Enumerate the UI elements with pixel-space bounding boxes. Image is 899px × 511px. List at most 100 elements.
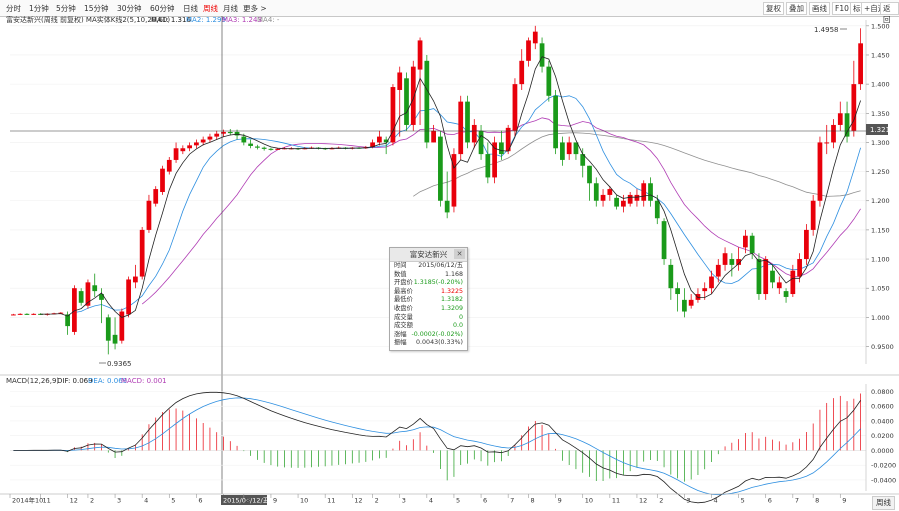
price-axis: 0.9500 1.000 1.050 1.100 1.150 1.200 1.250 1.30… xyxy=(865,20,894,364)
x-tick-label: 9 xyxy=(842,497,846,505)
candle-body xyxy=(600,194,606,201)
macd-lines xyxy=(13,391,861,504)
candle-body xyxy=(722,253,728,265)
candle-body xyxy=(573,142,579,155)
candle-body xyxy=(756,259,762,295)
candle-body xyxy=(139,229,145,277)
candle-body xyxy=(410,66,416,125)
x-tick-label: 6 xyxy=(198,497,202,505)
close-icon[interactable]: ✕ xyxy=(454,249,465,259)
candle-body xyxy=(99,294,104,300)
candle-body xyxy=(126,279,131,315)
candle-body xyxy=(587,165,592,184)
candle-body xyxy=(729,259,735,265)
candle-body xyxy=(715,264,721,277)
tab-15min[interactable]: 15分钟 xyxy=(84,4,109,13)
x-tick-label: 11 xyxy=(612,497,620,505)
candle-body xyxy=(119,311,125,341)
tooltip-key: 数值 xyxy=(394,270,407,278)
tooltip-value: 1.168 xyxy=(444,270,463,278)
crosshair-date-box xyxy=(221,495,267,505)
tooltip-value: 0.0 xyxy=(452,322,463,330)
tab-daily[interactable]: 日线 xyxy=(183,4,198,13)
price-tick-label: 1.250 xyxy=(871,168,890,176)
stock-chart[interactable]: 富安达新兴(周线 前复权) MA实体K线2(5,10,20,60) MA1: 1… xyxy=(0,16,899,511)
candle-body xyxy=(72,288,77,332)
x-tick-label: 4 xyxy=(144,497,148,505)
x-tick-label: 6 xyxy=(768,497,772,505)
candle-body xyxy=(404,78,409,125)
tab-more[interactable]: 更多 > xyxy=(243,4,267,13)
candle-body xyxy=(539,43,545,67)
macd-bars xyxy=(19,393,861,482)
price-tick-label: 1.000 xyxy=(871,314,890,322)
candles xyxy=(11,25,863,355)
tooltip-row: 成交量 0 xyxy=(390,314,467,323)
tab-60min[interactable]: 60分钟 xyxy=(150,4,175,13)
tab-monthly[interactable]: 月线 xyxy=(223,4,238,13)
candle-body xyxy=(654,200,660,219)
macd-legend: MACD(12,26,9) xyxy=(6,377,59,385)
candle-body xyxy=(471,124,477,143)
main-legend: 富安达新兴(周线 前复权) MA实体K线2(5,10,20,60) xyxy=(6,16,170,24)
candle-body xyxy=(200,139,206,143)
x-tick-label: 12 xyxy=(639,497,647,505)
candle-body xyxy=(424,60,430,143)
tooltip-key: 最低价 xyxy=(394,296,413,304)
f10-button[interactable]: F10 xyxy=(832,2,852,15)
period-tab[interactable]: 周线 xyxy=(872,496,895,510)
price-tick-label: 1.200 xyxy=(871,197,890,205)
candle-body xyxy=(682,299,687,312)
price-tick-label: 1.150 xyxy=(871,226,890,234)
candle-body xyxy=(38,313,43,315)
candle-body xyxy=(329,148,335,150)
candle-body xyxy=(648,183,653,201)
crosshair-date-label: 2015/06/12/五 xyxy=(223,497,270,505)
tab-fenshi[interactable]: 分时 xyxy=(6,4,21,13)
candle-body xyxy=(614,197,619,207)
tooltip-value: 1.3225 xyxy=(440,287,463,295)
candle-body xyxy=(370,142,375,148)
data-tooltip: 富安达新兴 ✕ 时间 2015/06/12/五 数值 1.168 开盘价 1.3185(-0… xyxy=(389,247,468,351)
adjust-button[interactable]: 复权 xyxy=(763,2,784,15)
candle-body xyxy=(621,200,626,207)
dea-legend: DEA: 0.069 xyxy=(88,377,127,385)
candle-body xyxy=(105,317,111,341)
candle-body xyxy=(776,282,782,289)
price-tick-label: 1.500 xyxy=(871,22,890,30)
macd-tick-label: 0.0000 xyxy=(871,447,894,455)
x-tick-label: 8 xyxy=(815,497,819,505)
draw-line-button[interactable]: 画线 xyxy=(809,2,830,15)
candle-body xyxy=(187,145,192,149)
overlay-button[interactable]: 叠加 xyxy=(786,2,807,15)
candle-body xyxy=(702,288,708,292)
tab-5min[interactable]: 5分钟 xyxy=(56,4,76,13)
back-button[interactable]: 返回 xyxy=(880,2,899,24)
candle-body xyxy=(173,148,179,160)
candle-body xyxy=(532,31,538,44)
candle-body xyxy=(261,147,267,149)
low-label: 0.9365 xyxy=(107,360,132,368)
tab-30min[interactable]: 30分钟 xyxy=(117,4,142,13)
ma-path xyxy=(40,56,861,318)
candle-body xyxy=(31,313,37,315)
x-tick-label: 4 xyxy=(429,497,433,505)
x-tick-label: 3 xyxy=(117,497,121,505)
candle-body xyxy=(431,130,436,143)
candle-body xyxy=(499,142,504,155)
tab-1min[interactable]: 1分钟 xyxy=(29,4,49,13)
candle-body xyxy=(478,130,484,155)
candle-body xyxy=(221,131,226,134)
candle-body xyxy=(438,136,443,201)
macd-tick-label: -0.0200 xyxy=(871,462,896,470)
candle-body xyxy=(227,131,233,134)
price-grid xyxy=(10,25,866,347)
candle-body xyxy=(743,235,748,248)
candle-body xyxy=(11,314,16,316)
tooltip-key: 涨幅 xyxy=(394,330,407,338)
tab-weekly[interactable]: 周线 xyxy=(203,4,218,13)
candle-body xyxy=(390,87,396,143)
ma3-legend: MA3: 1.243 xyxy=(222,16,262,24)
candle-body xyxy=(458,101,464,155)
x-tick-label: 5 xyxy=(741,497,745,505)
